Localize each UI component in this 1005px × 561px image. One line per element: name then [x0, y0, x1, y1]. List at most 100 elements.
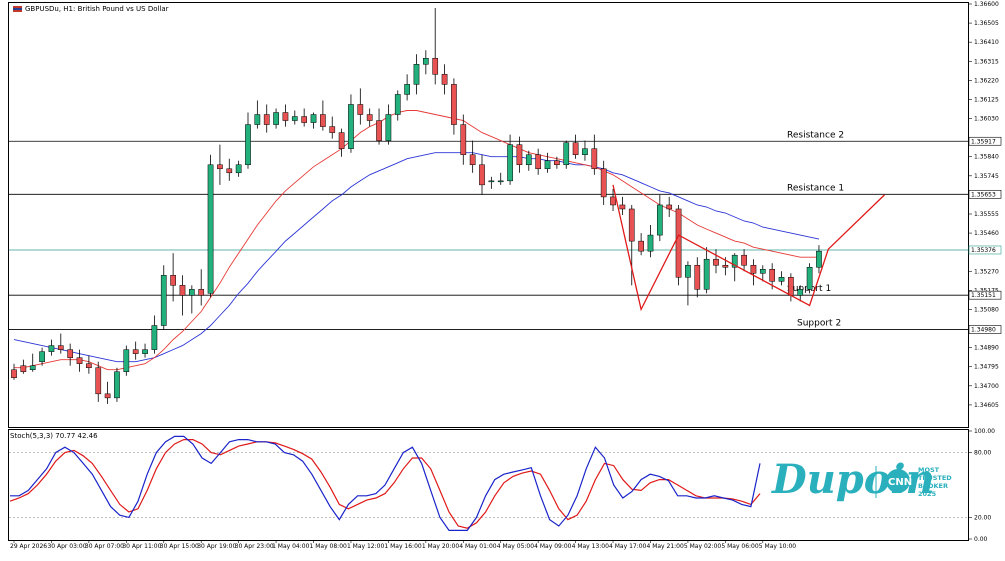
- candle-body: [675, 208, 682, 278]
- time-tick-label: 4 May 13:00: [572, 543, 610, 550]
- candle-body: [207, 164, 214, 294]
- price-tick-label: 1.35745: [974, 173, 999, 180]
- candle-body: [132, 349, 139, 354]
- stoch-d-line: [9, 439, 761, 529]
- candle-body: [291, 116, 298, 121]
- price-tick-label: 1.34605: [974, 402, 999, 409]
- candle-body: [731, 254, 738, 268]
- ma-fast-line: [14, 110, 819, 371]
- level-price-box: [968, 290, 1002, 300]
- time-tick-label: 1 May 12:00: [347, 543, 385, 550]
- level-label: Resistance 1: [787, 183, 844, 193]
- candle-body: [647, 234, 654, 252]
- candle-body: [788, 277, 794, 296]
- time-tick-label: 29 Apr 2026: [10, 543, 47, 550]
- candle-body: [217, 164, 223, 170]
- stoch-k-line: [10, 435, 761, 531]
- level-label: Resistance 2: [787, 130, 844, 140]
- candle-body: [591, 148, 598, 170]
- stoch-label: Stoch(5,3,3) 70.77 42.46: [10, 432, 98, 440]
- candlesticks: [11, 8, 822, 404]
- candle-body: [750, 264, 757, 274]
- candle-body: [656, 204, 663, 236]
- candle-body: [525, 154, 532, 166]
- candle-body: [114, 371, 120, 399]
- candle-body: [86, 363, 92, 368]
- broker-logo: Dupoin CNN MOST TRUSTED BROKER 2025: [771, 456, 952, 503]
- candle-body: [432, 58, 439, 75]
- time-tick-label: 1 May 20:00: [422, 543, 460, 550]
- candle-body: [39, 351, 45, 362]
- time-tick-label: 4 May 05:00: [497, 543, 535, 550]
- candle-body: [713, 258, 719, 266]
- price-tick-label: 1.34700: [974, 383, 999, 390]
- candle-body: [404, 84, 410, 95]
- candle-body: [413, 64, 420, 85]
- level-price-label: 1.35917: [971, 138, 996, 145]
- candle-body: [104, 393, 111, 399]
- price-tick-label: 1.36125: [974, 96, 999, 103]
- time-tick-label: 4 May 09:00: [534, 543, 572, 550]
- candle-body: [263, 114, 270, 125]
- candle-body: [694, 264, 701, 290]
- time-tick-label: 30 Apr 19:00: [197, 543, 236, 550]
- candle-body: [469, 154, 476, 166]
- candle-body: [142, 349, 148, 354]
- stoch-tick-label: 0.00: [974, 536, 988, 543]
- candle-body: [29, 365, 36, 370]
- level-price-box: [968, 325, 1002, 334]
- candle-body: [320, 114, 326, 127]
- tagline-line-1: MOST: [918, 466, 940, 474]
- pattern-line: [612, 184, 885, 312]
- time-tick-label: 30 Apr 07:00: [85, 543, 124, 550]
- level-price-box: [968, 245, 1002, 255]
- price-tick-label: 1.34795: [974, 364, 999, 371]
- price-tick-label: 1.35555: [974, 211, 999, 218]
- candle-body: [778, 277, 785, 282]
- time-tick-label: 4 May 21:00: [646, 543, 684, 550]
- time-tick-label: 1 May 08:00: [310, 543, 348, 550]
- candle-body: [273, 112, 279, 125]
- candle-body: [619, 204, 626, 210]
- candle-body: [385, 114, 392, 141]
- candle-body: [722, 264, 729, 268]
- candle-body: [329, 126, 336, 133]
- price-tick-label: 1.35080: [974, 306, 999, 313]
- price-tick-label: 1.36505: [974, 20, 999, 27]
- candle-body: [348, 104, 354, 149]
- stoch-panel-frame: [8, 429, 969, 541]
- cnn-badge-text: CNN: [888, 477, 912, 488]
- candle-body: [488, 180, 495, 183]
- candle-body: [666, 204, 673, 210]
- price-tick-label: 1.35840: [974, 154, 999, 161]
- tagline-line-2: TRUSTED: [918, 474, 952, 482]
- price-tick-label: 1.36220: [974, 77, 999, 84]
- price-tick-label: 1.35460: [974, 230, 999, 237]
- time-tick-label: 30 Apr 23:00: [235, 543, 274, 550]
- candle-body: [816, 250, 822, 268]
- level-price-box: [968, 136, 1002, 146]
- candle-body: [441, 74, 448, 85]
- time-tick-label: 5 May 10:00: [759, 543, 797, 550]
- moving-averages: [13, 110, 820, 371]
- candle-body: [338, 132, 345, 149]
- level-price-label: 1.35376: [971, 247, 996, 254]
- candle-body: [516, 144, 523, 166]
- candle-body: [628, 208, 635, 242]
- tagline-line-3: BROKER: [918, 482, 948, 490]
- time-tick-label: 5 May 02:00: [684, 543, 722, 550]
- candle-body: [160, 275, 167, 326]
- candle-body: [422, 58, 429, 65]
- pattern-lines: [612, 184, 885, 312]
- candle-body: [451, 84, 457, 125]
- candle-body: [366, 114, 373, 121]
- price-tick-label: 1.36030: [974, 116, 999, 123]
- candle-body: [394, 94, 401, 115]
- time-tick-label: 30 Apr 03:00: [47, 543, 86, 550]
- candle-body: [797, 289, 804, 296]
- candle-body: [638, 240, 644, 252]
- candle-body: [48, 345, 55, 352]
